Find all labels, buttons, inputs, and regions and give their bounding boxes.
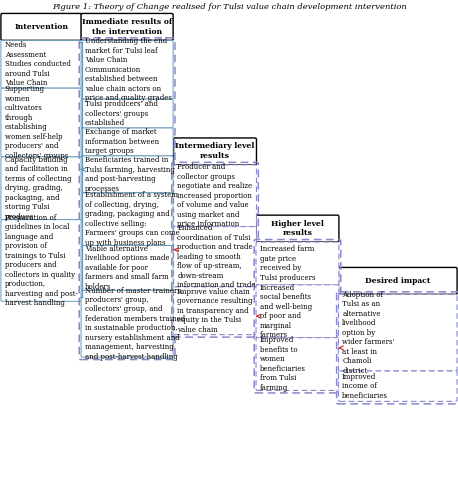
FancyBboxPatch shape <box>1 220 82 301</box>
FancyBboxPatch shape <box>81 193 173 246</box>
Text: Figure 1: Theory of Change realised for Tulsi value chain development interventi: Figure 1: Theory of Change realised for … <box>52 3 406 11</box>
Text: Higher level
results: Higher level results <box>271 220 324 238</box>
FancyBboxPatch shape <box>174 227 256 287</box>
Text: Adoption of
Tulsi as an
alternative
livelihood
option by
wider farmers'
at least: Adoption of Tulsi as an alternative live… <box>342 291 394 374</box>
FancyBboxPatch shape <box>256 215 339 242</box>
FancyBboxPatch shape <box>1 40 82 88</box>
Text: Tulsi producers' and
collectors' groups
established: Tulsi producers' and collectors' groups … <box>85 100 158 127</box>
FancyBboxPatch shape <box>174 287 256 335</box>
Text: Establishment of a system
of collecting, drying,
grading, packaging and
collecti: Establishment of a system of collecting,… <box>85 191 180 247</box>
Text: Improved
income of
beneficiaries: Improved income of beneficiaries <box>342 373 388 400</box>
FancyBboxPatch shape <box>174 138 256 165</box>
FancyBboxPatch shape <box>1 13 82 40</box>
FancyBboxPatch shape <box>81 290 173 357</box>
Text: Improve value chain
governance resulting
in transparency and
equity in the Tulsi: Improve value chain governance resulting… <box>177 288 253 334</box>
FancyBboxPatch shape <box>81 246 173 290</box>
Text: Needs
Assessment
Studies conducted
around Tulsi
Value Chain: Needs Assessment Studies conducted aroun… <box>5 41 71 87</box>
FancyBboxPatch shape <box>81 156 173 193</box>
Text: Supporting
women
cultivators
through
establishing
women self-help
producers' and: Supporting women cultivators through est… <box>5 85 68 160</box>
FancyBboxPatch shape <box>256 285 339 338</box>
FancyBboxPatch shape <box>174 165 256 227</box>
Text: Immediate results of
the intervention: Immediate results of the intervention <box>82 18 172 36</box>
Text: Number of master trainers,
producers' group,
collectors' group, and
federation m: Number of master trainers, producers' gr… <box>85 286 185 361</box>
FancyBboxPatch shape <box>338 371 457 401</box>
Text: Understanding the end
market for Tulsi leaf
Value Chain
Communication
establishe: Understanding the end market for Tulsi l… <box>85 37 172 102</box>
Text: Increased farm
gate price
received by
Tulsi producers: Increased farm gate price received by Tu… <box>260 245 315 282</box>
FancyBboxPatch shape <box>256 338 339 390</box>
FancyBboxPatch shape <box>338 267 457 294</box>
Text: Intermediary level
results: Intermediary level results <box>175 142 255 160</box>
Text: Enhanced
coordination of Tulsi
production and trade
leading to smooth
flow of up: Enhanced coordination of Tulsi productio… <box>177 224 256 289</box>
Text: Producer and
collector groups
negotiate and realize
increased proportion
of volu: Producer and collector groups negotiate … <box>177 163 252 228</box>
Text: Viable alternative
livelihood options made
available for poor
farmers and small : Viable alternative livelihood options ma… <box>85 245 169 291</box>
FancyBboxPatch shape <box>256 242 339 285</box>
FancyBboxPatch shape <box>81 40 173 99</box>
FancyBboxPatch shape <box>338 294 457 371</box>
FancyBboxPatch shape <box>81 13 173 40</box>
Text: Capacity building
and facilitation in
terms of collecting
drying, grading,
packa: Capacity building and facilitation in te… <box>5 156 71 221</box>
Text: Desired impact: Desired impact <box>365 277 431 285</box>
Text: Increased
social benefits
and well-being
of poor and
marginal
farmers: Increased social benefits and well-being… <box>260 283 312 339</box>
Text: Preparation of
guidelines in local
language and
provision of
trainings to Tulsi
: Preparation of guidelines in local langu… <box>5 214 77 307</box>
Text: Beneficiaries trained in
Tulsi farming, harvesting
and post-harvesting
processes: Beneficiaries trained in Tulsi farming, … <box>85 156 174 193</box>
FancyBboxPatch shape <box>81 99 173 128</box>
Text: Exchange of market
information between
target groups: Exchange of market information between t… <box>85 128 159 155</box>
FancyBboxPatch shape <box>1 157 82 220</box>
Text: Improved
benefits to
women
beneficiaries
from Tulsi
farming: Improved benefits to women beneficiaries… <box>260 336 305 392</box>
FancyBboxPatch shape <box>81 128 173 156</box>
FancyBboxPatch shape <box>1 88 82 157</box>
Text: Intervention: Intervention <box>14 23 68 31</box>
